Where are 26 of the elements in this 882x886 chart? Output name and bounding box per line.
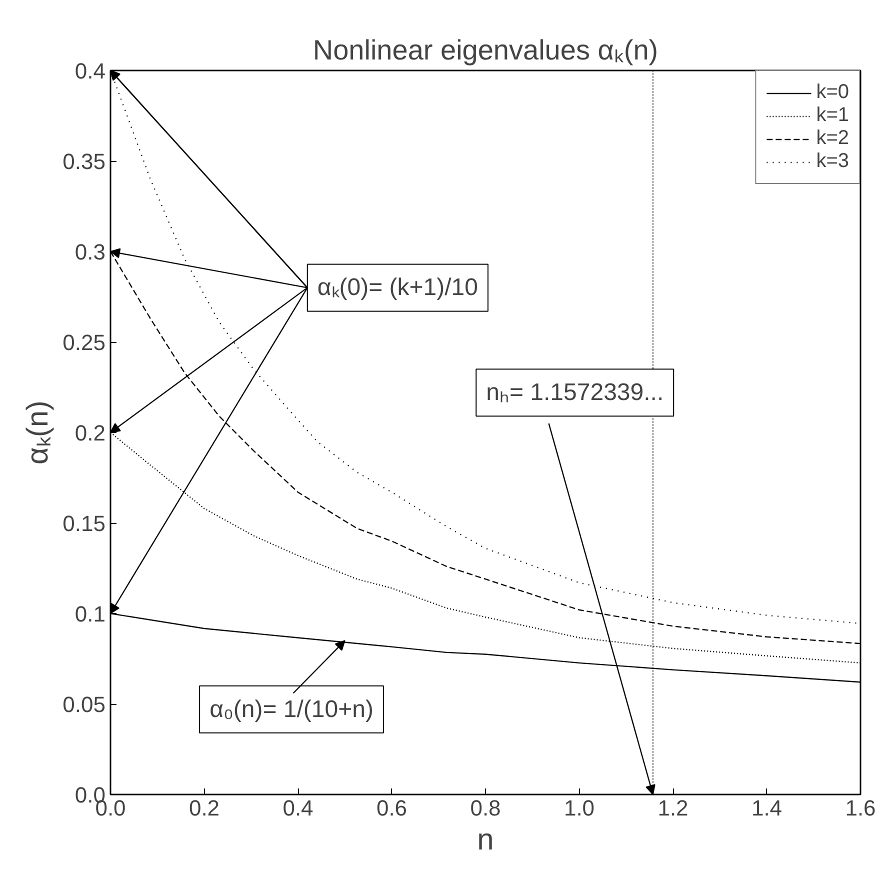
y-tick-label: 0.2 — [74, 420, 106, 446]
y-tick-label: 0.25 — [62, 330, 106, 355]
x-tick-label: 0.4 — [282, 796, 314, 820]
legend-label: k=3 — [816, 150, 849, 173]
x-tick-label: 1.4 — [751, 796, 782, 820]
y-tick-label: 0.35 — [62, 149, 106, 174]
y-tick-label: 0.15 — [62, 511, 106, 536]
y-tick-label: 0.3 — [74, 240, 106, 264]
x-tick-label: 0.6 — [376, 796, 408, 820]
annotation: αₖ(0)= (k+1)/10 — [317, 274, 478, 302]
x-tick-label: 0.8 — [470, 796, 501, 820]
annotation: α₀(n)= 1/(10+n) — [210, 696, 374, 723]
x-tick-label: 1.2 — [658, 796, 688, 820]
y-tick-label: 0.4 — [74, 58, 106, 84]
legend-label: k=2 — [816, 127, 849, 150]
y-tick-label: 0.05 — [62, 692, 106, 717]
x-tick-label: 1.0 — [564, 796, 595, 820]
chart-title: Nonlinear eigenvalues αₖ(n) — [312, 34, 658, 66]
x-tick-label: 0.2 — [188, 796, 220, 820]
y-tick-label: 0.1 — [74, 602, 106, 626]
annotation: nₕ= 1.1572339... — [486, 379, 664, 406]
x-axis-title: n — [477, 824, 494, 856]
legend-label: k=0 — [816, 81, 849, 104]
x-tick-label: 1.6 — [845, 796, 876, 820]
legend-label: k=1 — [816, 104, 849, 127]
y-axis-title: αₖ(n) — [22, 400, 55, 465]
